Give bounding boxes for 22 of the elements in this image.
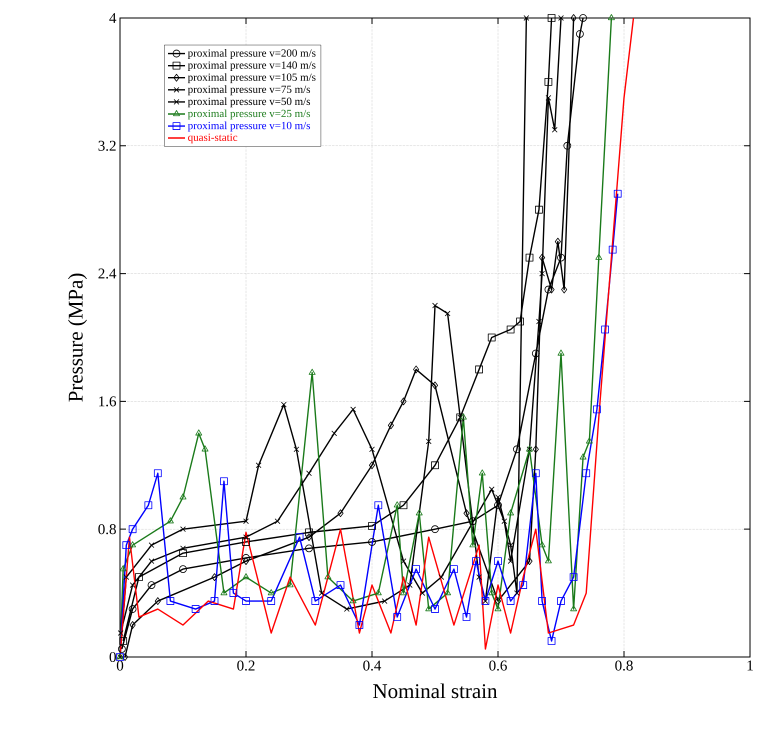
y-tick-label: 0 <box>110 652 116 662</box>
legend-label: proximal pressure v=105 m/s <box>188 73 316 84</box>
y-axis-title: Pressure (MPa) <box>68 274 87 402</box>
x-axis-title: Nominal strain <box>373 683 498 698</box>
x-tick-label: 0 <box>116 660 124 671</box>
y-tick-label: 1.6 <box>99 396 116 406</box>
legend-label: proximal pressure v=140 m/s <box>188 61 316 72</box>
legend-label: quasi-static <box>188 134 238 144</box>
legend-label: proximal pressure v=200 m/s <box>188 49 316 59</box>
x-tick-label: 1 <box>748 660 753 670</box>
y-tick-label: 4 <box>109 13 116 23</box>
x-tick-label: 0.4 <box>363 660 382 671</box>
legend-label: proximal pressure v=10 m/s <box>188 122 310 132</box>
y-tick-label: 3.2 <box>98 140 116 151</box>
x-tick-label: 0.2 <box>237 660 255 671</box>
x-tick-label: 0.8 <box>615 660 633 671</box>
legend-label: proximal pressure v=50 m/s <box>188 97 310 108</box>
legend-label: proximal pressure v=75 m/s <box>188 85 310 96</box>
y-tick-label: 0.8 <box>98 524 116 534</box>
legend-label: proximal pressure v=25 m/s <box>188 109 310 120</box>
x-tick-label: 0.6 <box>489 660 507 671</box>
y-tick-label: 2.4 <box>98 268 116 279</box>
